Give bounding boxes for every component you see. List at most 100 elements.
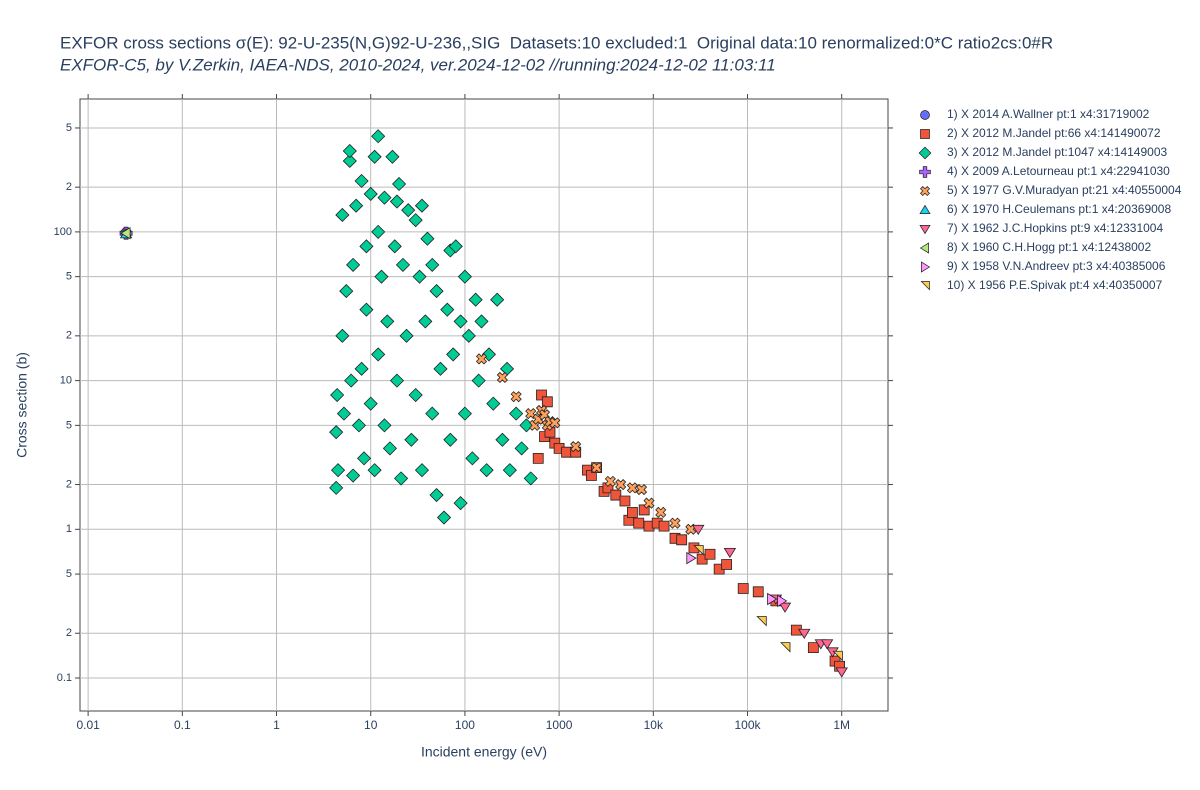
- legend-label: 9) X 1958 V.N.Andreev pt:3 x4:40385006: [947, 259, 1166, 273]
- data-point: [471, 373, 486, 388]
- data-point: [443, 432, 458, 447]
- y-tick-label: 0.1: [57, 672, 72, 684]
- data-point: [541, 396, 553, 408]
- data-point: [570, 441, 582, 453]
- marker-layer: [119, 129, 848, 678]
- data-point: [429, 284, 444, 299]
- y-tick-label: 2: [66, 330, 72, 342]
- legend-marker: [920, 110, 930, 120]
- data-point: [374, 269, 389, 284]
- data-point: [561, 446, 572, 458]
- x-tick-label: 1: [273, 718, 280, 732]
- y-tick-label: 2: [66, 627, 72, 639]
- data-point: [336, 406, 352, 421]
- legend-label: 3) X 2012 M.Jandel pt:1047 x4:14149003: [947, 145, 1167, 159]
- data-point: [329, 425, 344, 440]
- legend-marker: [920, 129, 930, 139]
- data-point: [514, 441, 529, 456]
- data-point: [635, 484, 648, 496]
- legend-label: 8) X 1960 C.H.Hogg pt:1 x4:12438002: [947, 240, 1151, 254]
- data-point: [453, 496, 468, 511]
- data-point: [380, 314, 395, 329]
- data-point: [495, 432, 510, 447]
- data-point: [767, 592, 778, 606]
- data-point: [777, 594, 788, 608]
- data-point: [832, 650, 843, 662]
- data-point: [335, 328, 350, 343]
- data-point: [330, 463, 346, 478]
- data-point: [382, 441, 398, 456]
- data-point: [835, 667, 848, 678]
- data-point: [371, 224, 386, 239]
- data-point: [387, 239, 402, 254]
- data-point: [474, 314, 489, 329]
- data-point: [453, 314, 468, 329]
- data-point: [604, 475, 616, 487]
- data-point: [723, 547, 737, 559]
- plot-area: [79, 98, 889, 712]
- data-point: [626, 482, 638, 494]
- x-tick-label: 0.01: [76, 718, 100, 732]
- data-point: [436, 510, 452, 525]
- data-point: [408, 213, 423, 228]
- data-point: [385, 149, 400, 164]
- data-point: [457, 269, 472, 284]
- data-point: [342, 153, 357, 169]
- x-tick-label: 1000: [546, 718, 573, 732]
- data-point: [692, 524, 705, 536]
- data-point: [346, 468, 361, 483]
- data-point: [367, 463, 382, 478]
- x-tick-label: 10: [364, 718, 378, 732]
- data-point: [357, 451, 372, 466]
- data-point: [446, 347, 461, 362]
- data-point: [509, 406, 524, 421]
- data-point: [468, 292, 483, 307]
- legend-label: 10) X 1956 P.E.Spivak pt:4 x4:40350007: [947, 278, 1163, 292]
- data-point: [465, 451, 480, 466]
- y-tick-label: 5: [66, 419, 72, 431]
- data-point: [457, 406, 472, 421]
- data-point: [440, 302, 455, 317]
- data-point: [335, 207, 350, 223]
- x-axis-title: Incident energy (eV): [421, 744, 547, 760]
- data-point: [429, 487, 444, 503]
- data-point: [643, 520, 655, 532]
- data-point: [389, 373, 405, 388]
- data-point: [330, 387, 345, 403]
- y-tick-label: 5: [66, 568, 72, 580]
- data-point: [479, 463, 494, 478]
- data-point: [349, 198, 364, 213]
- data-point: [532, 452, 544, 464]
- data-point: [354, 361, 369, 376]
- data-point: [448, 239, 463, 254]
- legend-marker: [919, 225, 931, 235]
- data-point: [486, 396, 501, 411]
- y-tick-label: 5: [66, 271, 72, 283]
- data-point: [351, 418, 367, 433]
- data-point: [392, 176, 407, 192]
- data-point: [354, 173, 369, 189]
- data-point: [371, 129, 386, 144]
- data-point: [425, 257, 440, 272]
- data-point: [510, 391, 522, 403]
- legend-marker: [918, 146, 932, 160]
- data-point: [658, 520, 670, 532]
- data-point: [344, 373, 359, 388]
- data-point: [693, 545, 704, 556]
- data-point: [339, 284, 354, 299]
- data-point: [655, 506, 667, 518]
- data-point: [676, 534, 688, 546]
- legend-marker: [920, 281, 930, 291]
- data-point: [633, 517, 645, 529]
- data-point: [820, 639, 834, 650]
- data-point: [627, 506, 638, 518]
- x-tick-label: 0.1: [174, 718, 191, 732]
- data-point: [329, 480, 344, 495]
- legend-marker: [921, 261, 931, 273]
- data-point: [363, 396, 378, 411]
- x-tick-label: 100k: [734, 718, 761, 732]
- x-tick-label: 10k: [644, 718, 664, 732]
- x-tick-label: 1M: [833, 718, 850, 732]
- data-point: [591, 462, 603, 474]
